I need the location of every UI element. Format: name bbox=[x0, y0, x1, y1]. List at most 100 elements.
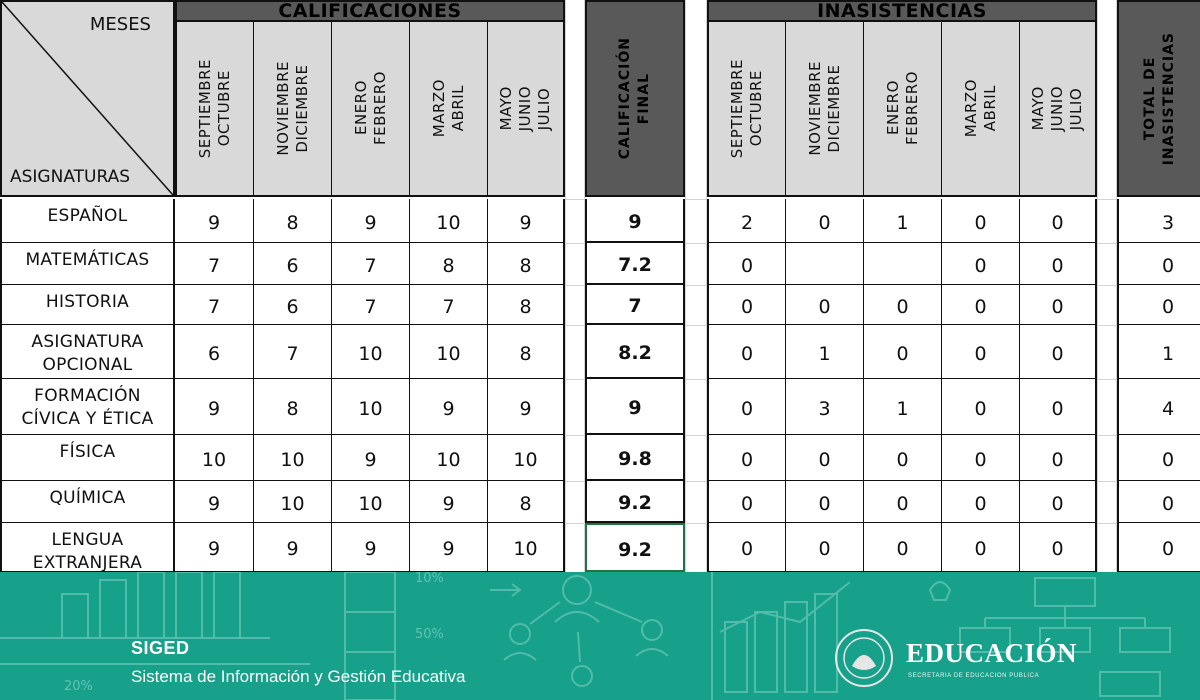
grade-cell[interactable]: 8 bbox=[487, 285, 565, 325]
grade-cell[interactable]: 6 bbox=[253, 285, 331, 325]
absence-cell[interactable]: 0 bbox=[1019, 523, 1097, 572]
absence-cell[interactable]: 0 bbox=[941, 481, 1019, 523]
absence-cell[interactable]: 0 bbox=[707, 285, 785, 325]
grade-cell[interactable]: 9 bbox=[487, 379, 565, 435]
subject-cell[interactable]: HISTORIA bbox=[0, 285, 175, 325]
grade-cell[interactable]: 9 bbox=[175, 379, 253, 435]
subject-cell[interactable]: QUÍMICA bbox=[0, 481, 175, 523]
absence-cell[interactable]: 0 bbox=[707, 435, 785, 481]
subject-cell[interactable]: FORMACIÓN CÍVICA Y ÉTICA bbox=[0, 379, 175, 435]
absence-cell[interactable]: 0 bbox=[863, 523, 941, 572]
grade-cell[interactable]: 8 bbox=[253, 379, 331, 435]
grade-cell[interactable]: 9 bbox=[175, 199, 253, 243]
grade-cell[interactable]: 8 bbox=[487, 325, 565, 379]
total-absences-cell[interactable]: 4 bbox=[1117, 379, 1200, 435]
grade-cell[interactable]: 6 bbox=[175, 325, 253, 379]
grade-cell[interactable]: 10 bbox=[487, 435, 565, 481]
grade-cell[interactable]: 9 bbox=[253, 523, 331, 572]
grade-cell[interactable]: 7 bbox=[331, 285, 409, 325]
absence-cell[interactable] bbox=[863, 243, 941, 285]
final-grade-cell[interactable]: 9 bbox=[585, 199, 685, 243]
total-absences-cell[interactable]: 0 bbox=[1117, 285, 1200, 325]
absence-cell[interactable]: 0 bbox=[1019, 435, 1097, 481]
grade-cell[interactable]: 6 bbox=[253, 243, 331, 285]
grade-cell[interactable]: 8 bbox=[409, 243, 487, 285]
absence-cell[interactable]: 0 bbox=[941, 325, 1019, 379]
absence-cell[interactable]: 0 bbox=[1019, 285, 1097, 325]
total-absences-cell[interactable]: 1 bbox=[1117, 325, 1200, 379]
absence-cell[interactable]: 0 bbox=[707, 379, 785, 435]
absence-cell[interactable]: 0 bbox=[1019, 481, 1097, 523]
grade-cell[interactable]: 9 bbox=[175, 481, 253, 523]
grade-cell[interactable]: 8 bbox=[487, 243, 565, 285]
absence-cell[interactable]: 0 bbox=[863, 285, 941, 325]
absence-cell[interactable]: 0 bbox=[707, 481, 785, 523]
absence-cell[interactable]: 0 bbox=[707, 523, 785, 572]
total-absences-cell[interactable]: 0 bbox=[1117, 435, 1200, 481]
absence-cell[interactable]: 0 bbox=[941, 285, 1019, 325]
grade-cell[interactable]: 8 bbox=[487, 481, 565, 523]
subject-cell[interactable]: MATEMÁTICAS bbox=[0, 243, 175, 285]
final-grade-cell[interactable]: 7 bbox=[585, 285, 685, 325]
absence-cell[interactable]: 0 bbox=[1019, 199, 1097, 243]
subject-cell[interactable]: FÍSICA bbox=[0, 435, 175, 481]
grade-cell[interactable]: 8 bbox=[253, 199, 331, 243]
subject-cell[interactable]: ASIGNATURA OPCIONAL bbox=[0, 325, 175, 379]
grade-cell[interactable]: 7 bbox=[175, 243, 253, 285]
grade-cell[interactable]: 9 bbox=[409, 481, 487, 523]
absence-cell[interactable]: 0 bbox=[1019, 379, 1097, 435]
grade-cell[interactable]: 7 bbox=[409, 285, 487, 325]
absence-cell[interactable]: 2 bbox=[707, 199, 785, 243]
grade-cell[interactable]: 9 bbox=[331, 523, 409, 572]
absence-cell[interactable]: 0 bbox=[707, 325, 785, 379]
grade-cell[interactable]: 10 bbox=[409, 199, 487, 243]
absence-cell[interactable]: 1 bbox=[863, 379, 941, 435]
grade-cell[interactable]: 7 bbox=[331, 243, 409, 285]
absence-cell[interactable]: 3 bbox=[785, 379, 863, 435]
absence-cell[interactable]: 1 bbox=[785, 325, 863, 379]
grade-cell[interactable]: 10 bbox=[253, 435, 331, 481]
final-grade-cell[interactable]: 7.2 bbox=[585, 243, 685, 285]
final-grade-cell[interactable]: 9 bbox=[585, 379, 685, 435]
grade-cell[interactable]: 10 bbox=[175, 435, 253, 481]
absence-cell[interactable]: 0 bbox=[941, 523, 1019, 572]
final-grade-cell[interactable]: 9.8 bbox=[585, 435, 685, 481]
total-absences-cell[interactable]: 0 bbox=[1117, 243, 1200, 285]
total-absences-cell[interactable]: 0 bbox=[1117, 481, 1200, 523]
grade-cell[interactable]: 9 bbox=[175, 523, 253, 572]
absence-cell[interactable]: 0 bbox=[785, 481, 863, 523]
subject-cell[interactable]: ESPAÑOL bbox=[0, 199, 175, 243]
absence-cell[interactable]: 0 bbox=[785, 199, 863, 243]
absence-cell[interactable]: 0 bbox=[1019, 243, 1097, 285]
grade-cell[interactable]: 9 bbox=[487, 199, 565, 243]
final-grade-cell-selected[interactable]: 9.2 bbox=[585, 523, 685, 572]
absence-cell[interactable]: 0 bbox=[941, 199, 1019, 243]
absence-cell[interactable] bbox=[785, 243, 863, 285]
total-absences-cell[interactable]: 0 bbox=[1117, 523, 1200, 572]
absence-cell[interactable]: 0 bbox=[707, 243, 785, 285]
absence-cell[interactable]: 1 bbox=[863, 199, 941, 243]
absence-cell[interactable]: 0 bbox=[785, 435, 863, 481]
grade-cell[interactable]: 10 bbox=[409, 325, 487, 379]
grade-cell[interactable]: 9 bbox=[409, 523, 487, 572]
final-grade-cell[interactable]: 8.2 bbox=[585, 325, 685, 379]
grade-cell[interactable]: 10 bbox=[331, 379, 409, 435]
final-grade-cell[interactable]: 9.2 bbox=[585, 481, 685, 523]
grade-cell[interactable]: 10 bbox=[253, 481, 331, 523]
subject-cell[interactable]: LENGUA EXTRANJERA bbox=[0, 523, 175, 572]
grade-cell[interactable]: 9 bbox=[331, 199, 409, 243]
absence-cell[interactable]: 0 bbox=[1019, 325, 1097, 379]
absence-cell[interactable]: 0 bbox=[941, 435, 1019, 481]
absence-cell[interactable]: 0 bbox=[941, 243, 1019, 285]
absence-cell[interactable]: 0 bbox=[785, 523, 863, 572]
grade-cell[interactable]: 7 bbox=[253, 325, 331, 379]
absence-cell[interactable]: 0 bbox=[785, 285, 863, 325]
total-absences-cell[interactable]: 3 bbox=[1117, 199, 1200, 243]
grade-cell[interactable]: 10 bbox=[331, 325, 409, 379]
absence-cell[interactable]: 0 bbox=[941, 379, 1019, 435]
absence-cell[interactable]: 0 bbox=[863, 435, 941, 481]
absence-cell[interactable]: 0 bbox=[863, 481, 941, 523]
grade-cell[interactable]: 9 bbox=[331, 435, 409, 481]
grade-cell[interactable]: 9 bbox=[409, 379, 487, 435]
grade-cell[interactable]: 10 bbox=[409, 435, 487, 481]
